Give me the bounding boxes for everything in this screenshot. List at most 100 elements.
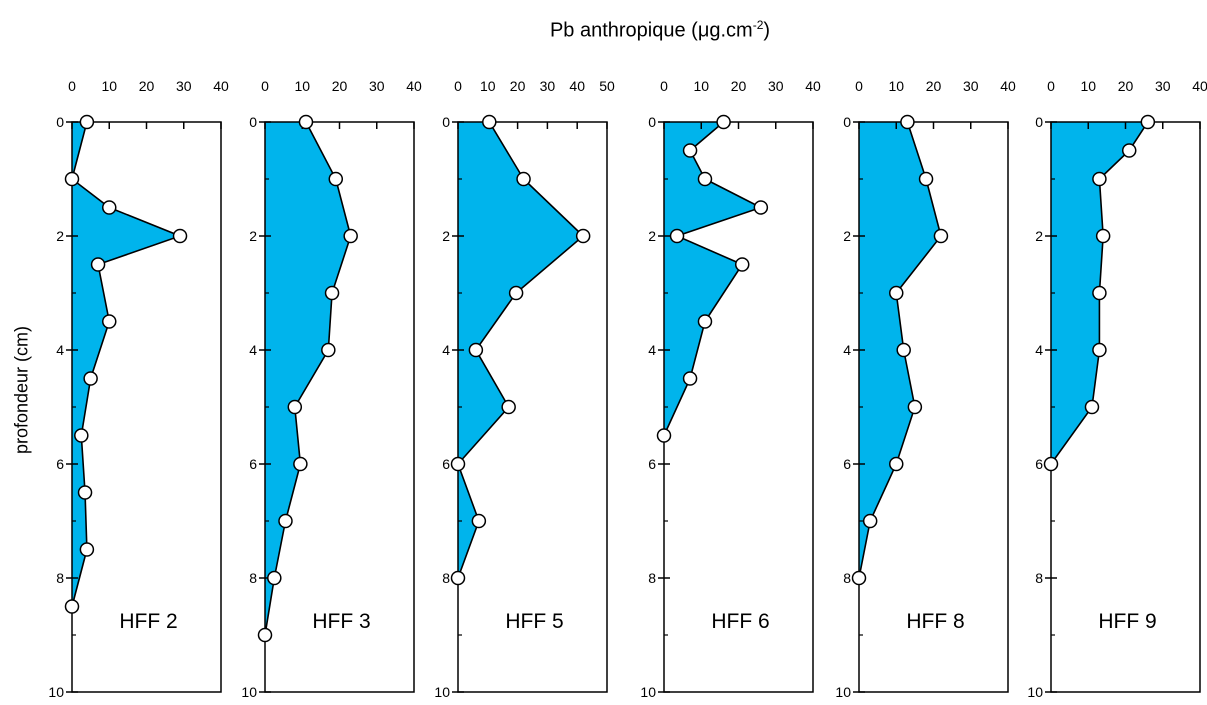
data-point <box>716 114 731 130</box>
panel-hff-5: 0 10 20 30 40 50 0 2 4 6 8 10 HFF 5 <box>434 78 615 700</box>
x-tick-label: 20 <box>139 78 155 94</box>
panel-label: HFF 3 <box>312 610 370 633</box>
data-point <box>753 200 769 215</box>
data-point <box>324 285 340 301</box>
title-end: ) <box>763 19 771 42</box>
data-point <box>278 513 293 529</box>
data-point <box>471 513 487 529</box>
data-point <box>1121 143 1137 158</box>
data-point <box>851 570 867 586</box>
y-tick-label: 0 <box>56 114 64 130</box>
area-fill <box>265 122 351 635</box>
x-tick-label: 30 <box>176 78 192 94</box>
data-point <box>267 570 282 586</box>
data-point <box>918 171 934 187</box>
data-point <box>682 371 698 386</box>
data-point <box>669 228 685 244</box>
x-tick-label: 50 <box>599 78 615 94</box>
x-tick-label: 40 <box>805 78 821 94</box>
x-tick-label: 30 <box>963 78 979 94</box>
y-tick-label: 4 <box>442 342 450 358</box>
data-point <box>343 228 358 244</box>
data-point <box>90 257 106 272</box>
x-tick-label: 40 <box>213 78 229 94</box>
y-tick-label: 2 <box>249 228 257 244</box>
y-tick-label: 2 <box>1035 228 1043 244</box>
y-tick-label: 6 <box>843 456 851 472</box>
x-tick-label: 0 <box>261 78 269 94</box>
y-tick-label: 0 <box>843 114 851 130</box>
x-tick-label: 0 <box>454 78 462 94</box>
data-point <box>907 399 923 415</box>
panel-hff-8: 0 10 20 30 40 0 2 4 6 8 10 HFF 8 <box>835 78 1016 700</box>
data-point <box>697 314 713 329</box>
data-point <box>933 228 949 244</box>
y-tick-label: 6 <box>249 456 257 472</box>
x-tick-label: 30 <box>540 78 556 94</box>
x-tick-label: 0 <box>1047 78 1055 94</box>
y-tick-label: 10 <box>434 684 450 700</box>
y-tick-label: 8 <box>648 570 656 586</box>
x-tick-label: 20 <box>926 78 942 94</box>
x-tick-label: 10 <box>101 78 117 94</box>
data-point <box>64 171 80 187</box>
area-fill <box>458 122 584 578</box>
y-tick-label: 10 <box>835 684 851 700</box>
x-tick-label: 40 <box>1000 78 1016 94</box>
y-tick-label: 8 <box>249 570 257 586</box>
panel-label: HFF 2 <box>119 610 177 633</box>
y-tick-label: 6 <box>648 456 656 472</box>
x-tick-label: 0 <box>68 78 76 94</box>
data-point <box>77 485 93 500</box>
data-point <box>450 570 466 586</box>
x-tick-label: 20 <box>332 78 348 94</box>
data-point <box>697 171 713 187</box>
panel-hff-2: 0 10 20 30 40 0 2 4 6 8 10 HFF 2 <box>48 78 229 700</box>
title-superscript: -2 <box>752 18 764 32</box>
title-text: Pb anthropique (μg.cm <box>549 19 753 42</box>
y-tick-label: 8 <box>843 570 851 586</box>
panel-label: HFF 5 <box>505 610 563 633</box>
x-tick-label: 0 <box>855 78 863 94</box>
y-tick-label: 6 <box>442 456 450 472</box>
y-tick-label: 0 <box>249 114 257 130</box>
y-tick-label: 4 <box>249 342 257 358</box>
data-point <box>328 171 344 187</box>
area-fill <box>664 122 761 436</box>
data-point <box>83 371 98 386</box>
data-point <box>682 143 698 158</box>
area-fill <box>72 122 181 607</box>
data-point <box>468 342 484 358</box>
panel-label: HFF 9 <box>1098 610 1156 633</box>
data-point <box>1092 171 1107 187</box>
x-tick-label: 40 <box>569 78 585 94</box>
data-point <box>79 542 95 557</box>
x-tick-label: 10 <box>1080 78 1096 94</box>
x-tick-label: 30 <box>1155 78 1171 94</box>
x-tick-label: 10 <box>480 78 496 94</box>
data-point <box>102 314 117 329</box>
data-point <box>1092 342 1107 358</box>
y-tick-label: 4 <box>1035 342 1043 358</box>
data-point <box>298 114 314 130</box>
y-tick-label: 6 <box>1035 456 1043 472</box>
y-tick-label: 2 <box>442 228 450 244</box>
y-tick-label: 0 <box>648 114 656 130</box>
x-tick-label: 10 <box>888 78 904 94</box>
data-point <box>889 285 904 301</box>
data-point <box>287 399 303 415</box>
y-tick-label: 10 <box>241 684 257 700</box>
x-tick-label: 40 <box>406 78 422 94</box>
panel-label: HFF 6 <box>711 610 769 633</box>
y-tick-label: 8 <box>442 570 450 586</box>
data-point <box>516 171 531 187</box>
panel-label: HFF 8 <box>906 610 964 633</box>
y-tick-label: 4 <box>648 342 656 358</box>
data-point <box>734 257 750 272</box>
y-tick-label: 4 <box>843 342 851 358</box>
y-tick-label: 6 <box>56 456 64 472</box>
y-tick-label: 0 <box>442 114 450 130</box>
data-point <box>102 200 117 215</box>
